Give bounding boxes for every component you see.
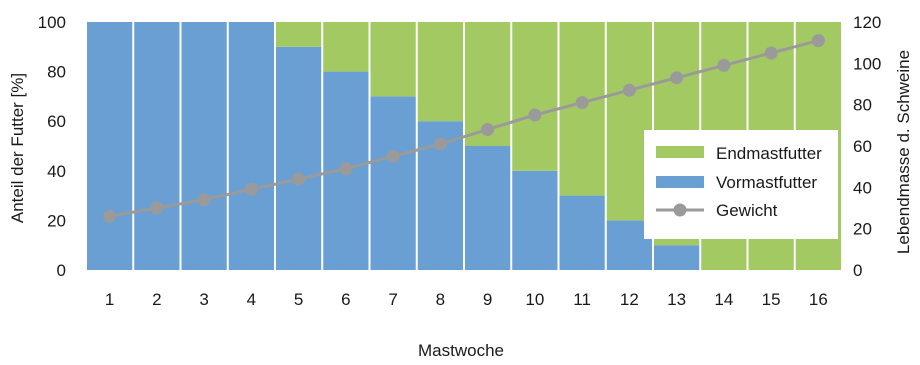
- legend: Endmastfutter Vormastfutter Gewicht: [644, 130, 838, 239]
- y-tick-right-120: 120: [853, 13, 881, 32]
- weight-point-week-11: [575, 96, 589, 110]
- bar-endmastfutter-week-6: [323, 22, 369, 72]
- x-tick-5: 5: [294, 290, 303, 309]
- x-tick-12: 12: [620, 290, 639, 309]
- y-tick-left-80: 80: [47, 63, 66, 82]
- y-tick-left-40: 40: [47, 162, 66, 181]
- bar-vormastfutter-week-7: [370, 96, 416, 271]
- y-tick-right-100: 100: [853, 54, 881, 73]
- weight-point-week-2: [150, 201, 164, 215]
- weight-line: [109, 39, 819, 218]
- bar-vormastfutter-week-13: [654, 245, 700, 270]
- weight-point-week-8: [433, 137, 447, 151]
- legend-label-gewicht: Gewicht: [716, 201, 778, 220]
- y-tick-left-20: 20: [47, 211, 66, 230]
- x-axis-title: Mastwoche: [418, 341, 504, 360]
- y-axis-left-ticks: 0 20 40 60 80 100: [38, 13, 66, 280]
- bar-vormastfutter-week-1: [87, 22, 133, 270]
- weight-point-week-14: [717, 58, 731, 72]
- x-tick-6: 6: [341, 290, 350, 309]
- legend-swatch-gewicht-marker: [673, 203, 687, 217]
- bar-vormastfutter-week-5: [276, 46, 322, 270]
- y-axis-right-ticks: 0 20 40 60 80 100 120: [853, 13, 881, 280]
- legend-label-vormastfutter: Vormastfutter: [716, 173, 817, 192]
- x-tick-13: 13: [667, 290, 686, 309]
- bar-endmastfutter-week-10: [512, 22, 558, 171]
- x-tick-8: 8: [436, 290, 445, 309]
- y-tick-left-100: 100: [38, 13, 66, 32]
- x-tick-16: 16: [809, 290, 828, 309]
- bar-vormastfutter-week-11: [559, 195, 605, 270]
- weight-point-week-13: [670, 71, 684, 85]
- bar-vormastfutter-week-2: [134, 22, 180, 270]
- y-tick-right-80: 80: [853, 96, 872, 115]
- weight-point-week-6: [339, 162, 353, 176]
- y-tick-right-0: 0: [853, 261, 862, 280]
- x-tick-14: 14: [714, 290, 733, 309]
- bar-endmastfutter-week-5: [276, 22, 322, 47]
- weight-point-week-9: [481, 122, 495, 136]
- y-tick-left-60: 60: [47, 112, 66, 131]
- bar-endmastfutter-week-7: [370, 22, 416, 97]
- y-tick-right-60: 60: [853, 137, 872, 156]
- legend-swatch-vormastfutter: [656, 176, 704, 188]
- weight-point-week-3: [197, 193, 211, 207]
- y-tick-left-0: 0: [57, 261, 66, 280]
- bar-vormastfutter-week-4: [228, 22, 274, 270]
- weight-point-week-12: [622, 83, 636, 97]
- weight-point-week-7: [386, 149, 400, 163]
- x-tick-7: 7: [388, 290, 397, 309]
- y-tick-right-40: 40: [853, 178, 872, 197]
- x-tick-15: 15: [762, 290, 781, 309]
- bar-vormastfutter-week-9: [465, 146, 511, 270]
- y-tick-right-20: 20: [853, 220, 872, 239]
- x-tick-4: 4: [247, 290, 256, 309]
- weight-point-week-4: [244, 182, 258, 196]
- y-axis-right-title: Lebendmasse d. Schweine: [894, 50, 913, 254]
- bar-vormastfutter-week-10: [512, 170, 558, 270]
- x-tick-3: 3: [199, 290, 208, 309]
- weight-point-week-5: [292, 172, 306, 186]
- x-tick-1: 1: [105, 290, 114, 309]
- x-tick-11: 11: [573, 290, 591, 309]
- weight-point-week-15: [764, 46, 778, 60]
- x-axis-ticks: 1 2 3 4 5 6 7 8 9 10 11 12 13 14 15 16: [105, 290, 828, 309]
- x-tick-2: 2: [152, 290, 161, 309]
- bar-vormastfutter-week-3: [181, 22, 227, 270]
- bar-endmastfutter-week-8: [417, 22, 463, 122]
- y-axis-left-title: Anteil der Futter [%]: [8, 73, 27, 223]
- x-tick-9: 9: [483, 290, 492, 309]
- x-tick-10: 10: [525, 290, 544, 309]
- weight-line-layer: [103, 34, 825, 223]
- weight-point-week-16: [811, 34, 825, 48]
- legend-label-endmastfutter: Endmastfutter: [716, 144, 822, 163]
- legend-swatch-endmastfutter: [656, 146, 704, 158]
- weight-point-week-10: [528, 108, 542, 122]
- weight-point-week-1: [103, 209, 117, 223]
